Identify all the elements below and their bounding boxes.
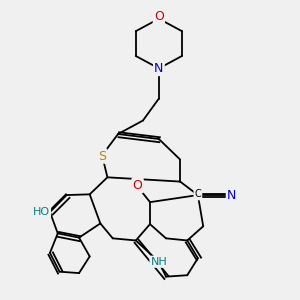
Text: HO: HO	[33, 207, 50, 217]
Text: S: S	[98, 149, 106, 163]
Text: N: N	[227, 189, 236, 202]
Text: N: N	[154, 62, 164, 75]
Text: NH: NH	[151, 257, 167, 267]
Text: C: C	[194, 189, 201, 199]
Text: O: O	[133, 179, 142, 192]
Text: O: O	[154, 11, 164, 23]
